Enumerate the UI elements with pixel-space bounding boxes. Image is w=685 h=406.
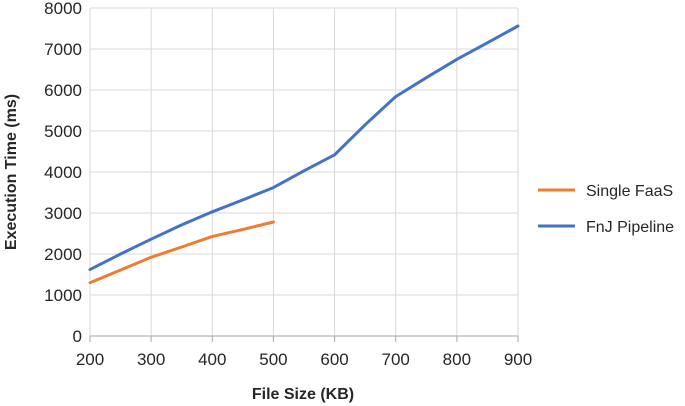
legend-label-single-faas: Single FaaS [586,183,673,200]
x-tick-label: 200 [76,350,104,369]
x-tick-label: 700 [382,350,410,369]
series-line-single-faas [88,220,275,285]
x-axis-title: File Size (KB) [252,386,354,403]
legend: Single FaaS FnJ Pipeline [538,183,674,236]
axes [89,335,519,342]
y-tick-label: 5000 [44,122,82,141]
legend-item-fnj-pipeline: FnJ Pipeline [538,219,674,236]
x-tick-label: 800 [443,350,471,369]
y-axis-title: Execution Time (ms) [3,94,20,250]
legend-label-fnj-pipeline: FnJ Pipeline [586,219,674,236]
x-tick-label: 300 [137,350,165,369]
gridlines [89,7,519,336]
x-tick-label: 500 [259,350,287,369]
data-series [88,24,520,285]
y-tick-label: 8000 [44,0,82,18]
y-tick-label: 2000 [44,245,82,264]
x-tick-label: 400 [198,350,226,369]
y-tick-label: 1000 [44,286,82,305]
tick-labels: 0 1000 2000 3000 4000 5000 6000 7000 8000 200 300 4… [44,0,532,369]
x-tick-label: 600 [320,350,348,369]
y-tick-label: 3000 [44,204,82,223]
y-tick-label: 6000 [44,81,82,100]
y-tick-label: 4000 [44,163,82,182]
y-tick-label: 0 [73,327,82,346]
legend-item-single-faas: Single FaaS [538,183,673,200]
x-tick-label: 900 [504,350,532,369]
y-tick-label: 7000 [44,40,82,59]
series-line-fnj-pipeline [88,24,520,272]
